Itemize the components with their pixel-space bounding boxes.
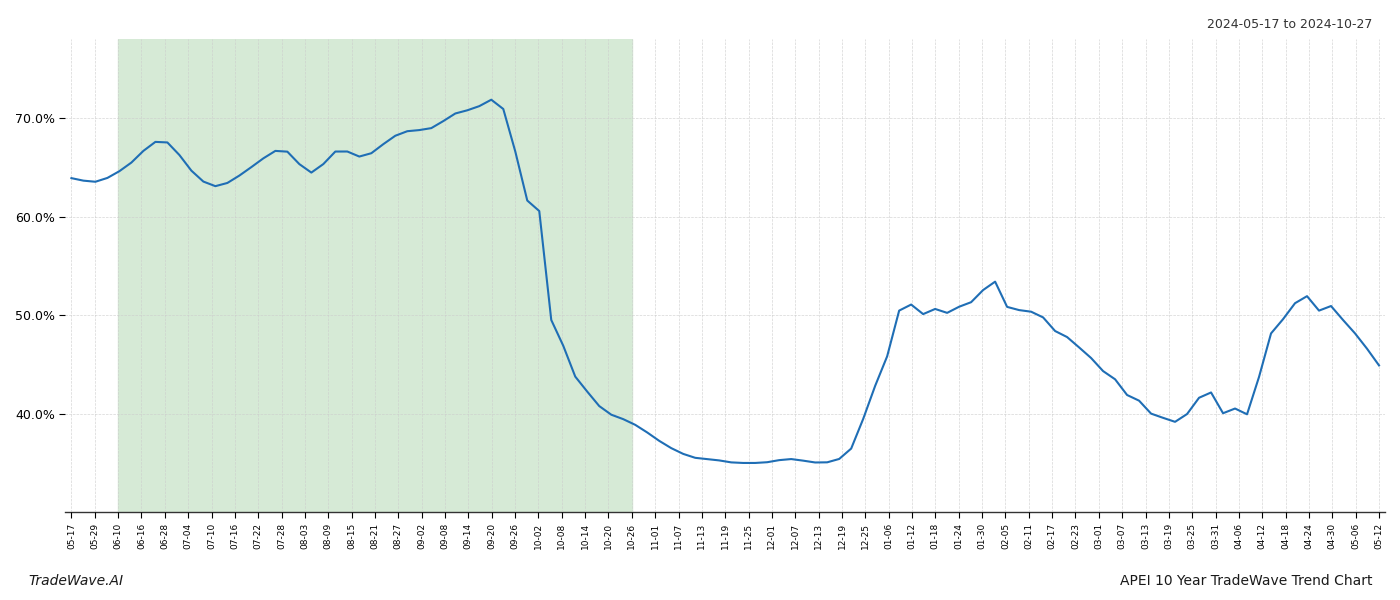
Bar (118, 39, 631, 512)
Text: TradeWave.AI: TradeWave.AI (28, 574, 123, 588)
Text: 2024-05-17 to 2024-10-27: 2024-05-17 to 2024-10-27 (1207, 18, 1372, 31)
Text: APEI 10 Year TradeWave Trend Chart: APEI 10 Year TradeWave Trend Chart (1120, 574, 1372, 588)
